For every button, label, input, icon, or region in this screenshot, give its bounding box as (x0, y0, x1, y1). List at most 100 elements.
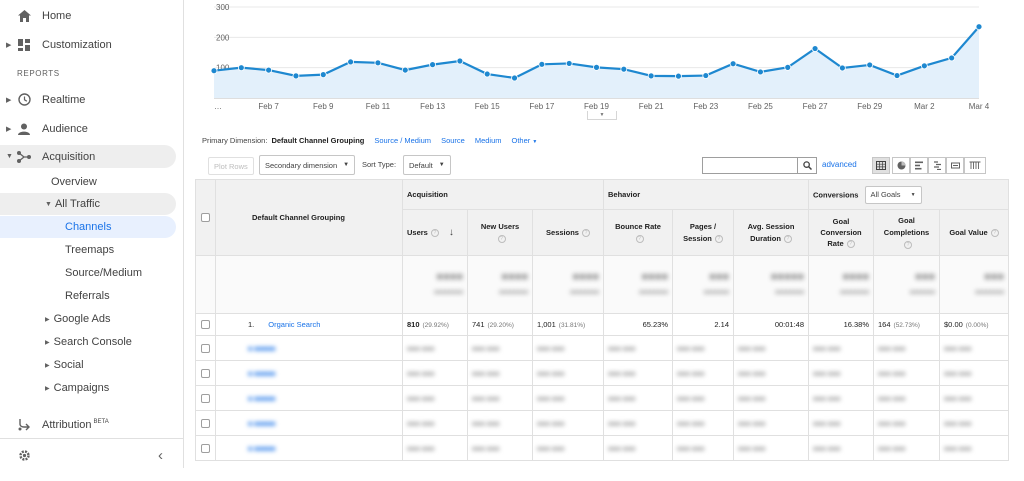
sidebar-item-source-medium[interactable]: Source/Medium (0, 262, 176, 284)
redacted-cell: ■■■ ■■■ (672, 410, 735, 436)
redacted-cell: ■■■ ■■■ (402, 385, 468, 411)
col-new-users[interactable]: New Users? (467, 209, 533, 256)
redacted-cell: ■■■ ■■■ (808, 435, 875, 461)
chart-data-point (265, 66, 273, 74)
totals-cell: ■■■ ■■■■■■■ (873, 255, 941, 314)
view-table-button[interactable] (872, 157, 890, 174)
redacted-cell: ■■■ ■■■ (873, 335, 941, 361)
sidebar-item-audience[interactable]: ▶ Audience (0, 117, 184, 140)
sidebar-item-channels[interactable]: Channels (0, 216, 176, 238)
caret-down-icon: ▼ (45, 200, 52, 208)
row-checkbox[interactable] (201, 443, 210, 453)
sidebar-item-social[interactable]: ▶ Social (0, 354, 176, 376)
attribution-icon (17, 418, 31, 432)
sidebar-item-search-console[interactable]: ▶ Search Console (0, 331, 176, 353)
col-goal-value[interactable]: Goal Value? (939, 209, 1010, 256)
totals-cell: ■■■■ ■■■■■■■■ (467, 255, 533, 314)
chart-data-point (429, 61, 436, 69)
sidebar-item-acquisition[interactable]: ▼ Acquisition (0, 145, 176, 168)
chart-data-point (347, 58, 355, 66)
reports-header: REPORTS (17, 69, 60, 78)
chart-x-tick-label: Feb 19 (584, 102, 609, 111)
row-checkbox[interactable] (201, 320, 210, 330)
sidebar-item-realtime[interactable]: ▶ Realtime (0, 88, 184, 111)
row-checkbox[interactable] (201, 393, 210, 403)
plot-rows-button[interactable]: Plot Rows (208, 157, 254, 175)
chart-data-point (483, 70, 491, 78)
view-term-cloud-button[interactable] (946, 157, 964, 174)
channel-cell: ■ ■■■■■ (215, 335, 403, 361)
table-view-icon (876, 161, 886, 170)
chart-data-point (757, 68, 764, 76)
dimension-source-medium[interactable]: Source / Medium (374, 136, 432, 145)
search-button[interactable] (798, 157, 817, 174)
gear-icon[interactable] (17, 449, 31, 463)
chevron-down-icon: ▼ (599, 112, 605, 118)
sidebar-item-home[interactable]: Home (0, 4, 184, 27)
redacted-text: ■■■ ■■■ (608, 370, 636, 378)
pages-session-cell: 2.14 (672, 313, 735, 336)
redacted-text: ■■■ ■■■ (608, 420, 636, 428)
col-goal-conversion-rate[interactable]: Goal Conversion Rate? (808, 209, 875, 256)
dimension-source[interactable]: Source (441, 136, 465, 145)
row-checkbox[interactable] (201, 418, 210, 428)
row-checkbox-cell (195, 335, 216, 361)
chart-data-point (210, 67, 218, 75)
redacted-cell: ■■■ ■■■ (402, 435, 468, 461)
select-all-checkbox[interactable] (201, 213, 210, 223)
sidebar-item-campaigns[interactable]: ▶ Campaigns (0, 377, 176, 399)
view-comparison-button[interactable] (928, 157, 946, 174)
chevron-down-icon: ▼ (910, 191, 916, 198)
redacted-text: ■■■ ■■■ (878, 420, 906, 428)
channel-link[interactable]: Organic Search (268, 320, 321, 329)
redacted-cell: ■■■ ■■■ (939, 435, 1010, 461)
view-performance-button[interactable] (910, 157, 928, 174)
secondary-dimension-select[interactable]: Secondary dimension ▼ (259, 155, 356, 175)
table-search-input[interactable] (702, 157, 798, 174)
sidebar: Home ▶ Customization REPORTS ▶ Realtime … (0, 0, 184, 468)
dimension-medium[interactable]: Medium (474, 136, 502, 145)
col-goal-completions[interactable]: Goal Completions? (873, 209, 941, 256)
col-sessions[interactable]: Sessions? (531, 209, 605, 256)
sidebar-item-overview[interactable]: Overview (0, 171, 176, 193)
channel-cell: ■ ■■■■■ (215, 435, 403, 461)
sidebar-item-all-traffic[interactable]: ▼ All Traffic (0, 193, 176, 215)
sidebar-item-treemaps[interactable]: Treemaps (0, 239, 176, 261)
col-avg-session-duration[interactable]: Avg. Session Duration? (733, 209, 810, 256)
sort-type-select[interactable]: Default ▼ (403, 155, 451, 175)
redacted-text: ■■■ ■■■ (813, 420, 841, 428)
redacted-text: ■■■ ■■■ (472, 395, 500, 403)
collapse-sidebar-icon[interactable]: ‹ (158, 447, 163, 464)
sidebar-item-referrals[interactable]: Referrals (0, 285, 176, 307)
table-row[interactable]: ■ ■■■■■ ■■■ ■■■ ■■■ ■■■ ■■■ ■■■ ■■■ ■■■ ■■■ ■… (195, 410, 1010, 436)
sort-type-label: Sort Type: (362, 160, 397, 169)
sidebar-item-attribution[interactable]: Attribution BETA (0, 413, 184, 436)
col-default-channel-grouping[interactable]: Default Channel Grouping (215, 179, 403, 256)
col-pages-session[interactable]: Pages / Session? (672, 209, 735, 256)
col-bounce-rate[interactable]: Bounce Rate? (603, 209, 674, 256)
table-row[interactable]: ■ ■■■■■ ■■■ ■■■ ■■■ ■■■ ■■■ ■■■ ■■■ ■■■ ■■■ ■… (195, 335, 1010, 361)
sidebar-item-customization[interactable]: ▶ Customization (0, 33, 184, 56)
redacted-text: ■ ■■■■■ (248, 420, 276, 428)
redacted-text: ■■■ ■■■ (944, 445, 972, 453)
chart-data-point (456, 57, 464, 65)
group-conversions: Conversions All Goals ▼ (808, 179, 1010, 210)
sidebar-item-google-ads[interactable]: ▶ Google Ads (0, 308, 176, 330)
dimension-other[interactable]: Other ▼ (511, 136, 538, 145)
row-checkbox[interactable] (201, 368, 210, 378)
view-pivot-button[interactable] (964, 157, 986, 174)
advanced-filter-link[interactable]: advanced (822, 160, 857, 169)
view-pie-button[interactable] (892, 157, 910, 174)
row-checkbox[interactable] (201, 343, 210, 353)
chart-x-tick-label: Feb 17 (529, 102, 554, 111)
chart-collapse-handle[interactable]: ▼ (587, 111, 617, 120)
table-row[interactable]: 1. Organic Search 810 (29.92%) 741 (29.20%)… (195, 313, 1010, 336)
goal-select[interactable]: All Goals ▼ (864, 185, 922, 204)
channel-cell: ■ ■■■■■ (215, 385, 403, 411)
table-row[interactable]: ■ ■■■■■ ■■■ ■■■ ■■■ ■■■ ■■■ ■■■ ■■■ ■■■ ■■■ ■… (195, 435, 1010, 461)
chart-data-point (729, 60, 737, 68)
table-row[interactable]: ■ ■■■■■ ■■■ ■■■ ■■■ ■■■ ■■■ ■■■ ■■■ ■■■ ■■■ ■… (195, 385, 1010, 411)
redacted-cell: ■■■ ■■■ (808, 410, 875, 436)
col-users[interactable]: Users? ↓ (402, 209, 468, 256)
table-row[interactable]: ■ ■■■■■ ■■■ ■■■ ■■■ ■■■ ■■■ ■■■ ■■■ ■■■ ■■■ ■… (195, 360, 1010, 386)
